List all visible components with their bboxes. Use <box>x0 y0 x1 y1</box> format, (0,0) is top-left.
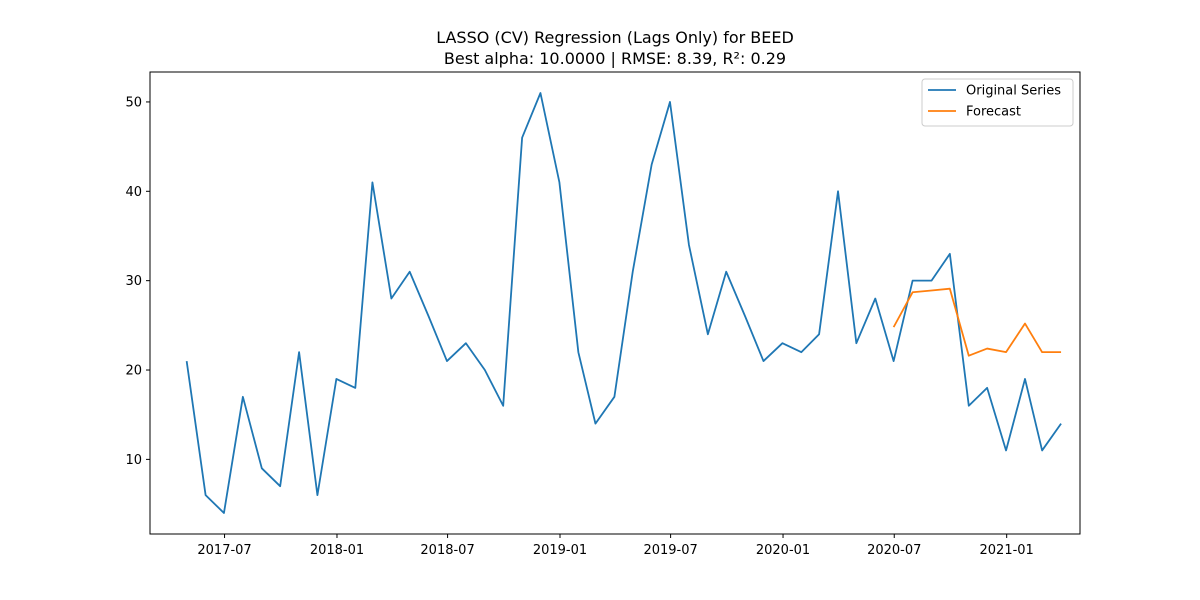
y-tick-label: 20 <box>125 364 142 379</box>
legend-box <box>921 78 1074 127</box>
x-tick-label: 2021-01 <box>980 543 1034 558</box>
x-tick-label: 2020-07 <box>867 543 921 558</box>
legend-label-forecast: Forecast <box>966 105 1021 120</box>
plot-area: 2017-07 2018-01 2018-07 2019-01 2019-07 2020-… <box>125 71 1081 558</box>
x-tick-label: 2018-01 <box>310 543 364 558</box>
y-tick-label: 40 <box>125 185 142 200</box>
x-tick-label: 2017-07 <box>197 543 251 558</box>
y-tick-label: 50 <box>125 95 142 110</box>
y-tick-label: 10 <box>125 453 142 468</box>
chart-subtitle: Best alpha: 10.0000 | RMSE: 8.39, R²: 0.… <box>444 49 786 68</box>
legend-label-original-series: Original Series <box>966 84 1061 99</box>
x-tick-label: 2019-07 <box>643 543 697 558</box>
chart-title: LASSO (CV) Regression (Lags Only) for BE… <box>436 28 794 47</box>
axes-frame <box>149 71 1081 535</box>
y-tick-label: 30 <box>125 274 142 289</box>
series-line-forecast <box>892 287 1062 357</box>
x-tick-label: 2018-07 <box>420 543 474 558</box>
series-line-original-series <box>185 92 1062 514</box>
x-tick-label: 2019-01 <box>533 543 587 558</box>
x-tick-label: 2020-01 <box>756 543 810 558</box>
